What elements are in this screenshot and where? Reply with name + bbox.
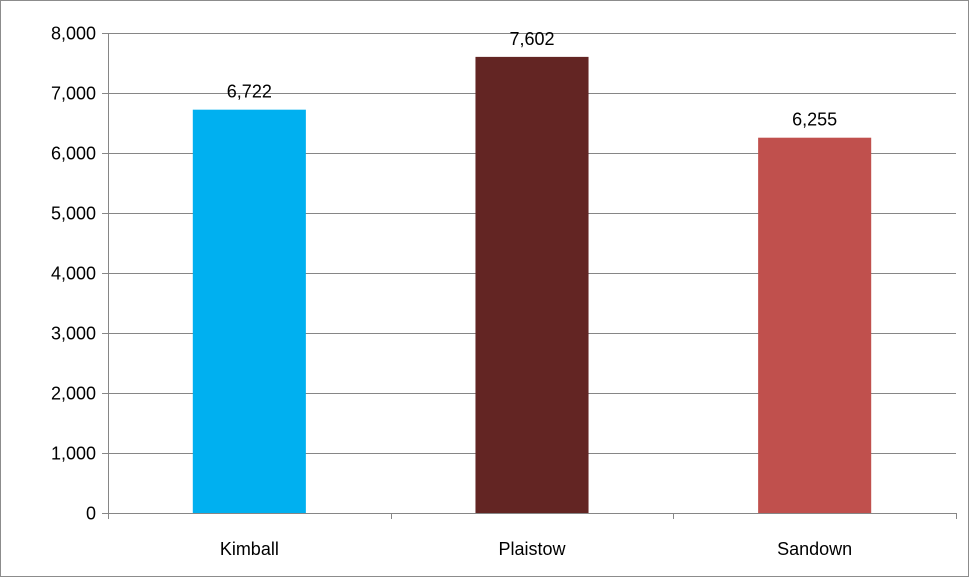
y-axis-tick-labels: 0 1,000 2,000 3,000 4,000 5,000 6,000 7,000 8,00… [51,24,96,524]
y-tick-label: 3,000 [51,324,96,344]
x-category-label: Plaistow [498,539,566,559]
y-tick-label: 4,000 [51,264,96,284]
y-tick-label: 6,000 [51,144,96,164]
bar-kimball [192,109,306,514]
bar-sandown [758,137,872,513]
x-category-label: Kimball [220,539,279,559]
data-label: 6,722 [227,82,272,102]
data-label: 7,602 [509,29,554,49]
y-tick-label: 2,000 [51,384,96,404]
y-tick-label: 7,000 [51,84,96,104]
data-labels: 6,722 7,602 6,255 [227,29,837,130]
y-tick-label: 8,000 [51,24,96,44]
bars [192,56,872,514]
bar-plaistow [475,56,589,513]
y-tick-label: 5,000 [51,204,96,224]
x-category-label: Sandown [777,539,852,559]
data-label: 6,255 [792,110,837,130]
y-tick-label: 0 [86,504,96,524]
y-tick-label: 1,000 [51,444,96,464]
axes [102,33,957,519]
x-axis-category-labels: Kimball Plaistow Sandown [220,539,852,559]
